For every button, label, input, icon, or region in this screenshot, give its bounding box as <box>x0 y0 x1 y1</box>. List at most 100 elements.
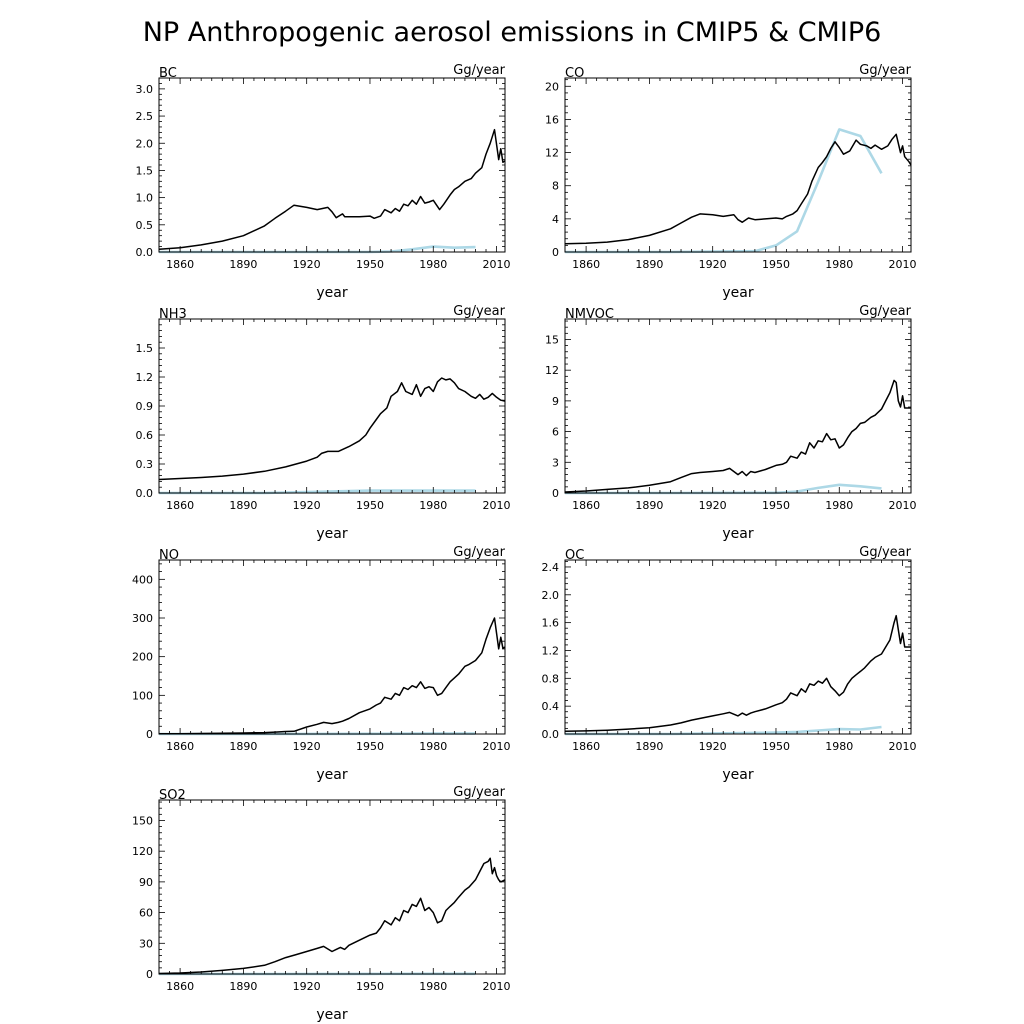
nh3-plot-frame <box>158 318 506 494</box>
panel-nh3: 1860 1890 1920 1950 1980 2010 0.0 0.3 0.6 0.9 1.2 1… <box>136 304 511 542</box>
co-cmip5-line <box>565 128 883 254</box>
bc-y-tick-label: 2.5 <box>136 110 154 123</box>
co-y-tick-label: 16 <box>545 113 559 126</box>
so2-x-tick-label: 1860 <box>166 980 194 993</box>
oc-y-tick-label: 2.0 <box>542 589 560 602</box>
so2-y-tick-label: 90 <box>139 876 153 889</box>
nmvoc-x-tick-label: 1920 <box>699 499 727 512</box>
co-x-axis-label: year <box>722 285 753 301</box>
nh3-x-tick-label: 1890 <box>229 499 257 512</box>
no-x-tick-label: 1920 <box>293 740 321 753</box>
oc-y-tick-label: 0.0 <box>542 728 560 741</box>
so2-x-tick-label: 1920 <box>293 980 321 993</box>
oc-y-tick-label: 0.8 <box>542 672 560 685</box>
no-x-tick-label: 1860 <box>166 740 194 753</box>
nh3-x-axis-label: year <box>316 526 347 542</box>
no-y-tick-label: 0 <box>146 728 153 741</box>
bc-x-tick-label: 1980 <box>419 258 447 271</box>
panel-nmvoc: 1860 1890 1920 1950 1980 2010 0 3 6 9 12 15 NMVOC Gg/… <box>545 304 917 542</box>
no-y-tick-label: 200 <box>132 651 153 664</box>
no-x-tick-label: 2010 <box>483 740 511 753</box>
co-x-tick-label: 1890 <box>635 258 663 271</box>
nmvoc-y-tick-label: 15 <box>545 333 559 346</box>
so2-cmip6-line <box>158 857 506 975</box>
panel-oc: 1860 1890 1920 1950 1980 2010 0.0 0.4 0.8 1.2 1.6 2… <box>542 545 917 783</box>
co-units-label: Gg/year <box>859 63 911 78</box>
nmvoc-x-axis-label: year <box>722 526 753 542</box>
oc-x-tick-label: 1950 <box>762 740 790 753</box>
co-x-tick-label: 1980 <box>825 258 853 271</box>
panel-no: 1860 1890 1920 1950 1980 2010 0 100 200 300 400 NO G… <box>132 545 511 783</box>
oc-y-tick-label: 2.4 <box>542 561 560 574</box>
no-x-tick-label: 1890 <box>229 740 257 753</box>
co-x-tick-label: 2010 <box>889 258 917 271</box>
nmvoc-y-tick-label: 0 <box>552 487 559 500</box>
panels: 1860 1890 1920 1950 1980 2010 0.0 0.5 1.0 1.5 2.0 2… <box>132 63 917 1023</box>
bc-y-tick-label: 1.0 <box>136 192 154 205</box>
co-y-tick-label: 4 <box>552 213 559 226</box>
co-x-tick-label: 1860 <box>572 258 600 271</box>
nmvoc-x-tick-label: 1980 <box>825 499 853 512</box>
nh3-y-tick-label: 1.5 <box>136 342 154 355</box>
nh3-y-tick-label: 0.0 <box>136 487 154 500</box>
no-x-tick-label: 1980 <box>419 740 447 753</box>
no-y-tick-label: 400 <box>132 573 153 586</box>
nmvoc-units-label: Gg/year <box>859 304 911 319</box>
nmvoc-plot-frame <box>564 318 912 494</box>
so2-y-tick-label: 30 <box>139 937 153 950</box>
oc-x-tick-label: 1980 <box>825 740 853 753</box>
co-panel-title: CO <box>565 66 584 81</box>
nmvoc-x-tick-label: 1890 <box>635 499 663 512</box>
co-y-tick-label: 0 <box>552 246 559 259</box>
so2-x-tick-label: 1890 <box>229 980 257 993</box>
oc-x-tick-label: 2010 <box>889 740 917 753</box>
bc-y-tick-label: 0.0 <box>136 246 154 259</box>
co-x-tick-label: 1920 <box>699 258 727 271</box>
nh3-y-tick-label: 0.6 <box>136 429 154 442</box>
panel-bc: 1860 1890 1920 1950 1980 2010 0.0 0.5 1.0 1.5 2.0 2… <box>136 63 511 301</box>
oc-y-tick-label: 1.6 <box>542 617 560 630</box>
bc-cmip6-line <box>158 128 506 251</box>
nmvoc-x-tick-label: 2010 <box>889 499 917 512</box>
no-y-tick-label: 300 <box>132 612 153 625</box>
bc-x-tick-label: 1950 <box>356 258 384 271</box>
so2-panel-title: SO2 <box>159 788 186 803</box>
oc-units-label: Gg/year <box>859 545 911 560</box>
oc-cmip6-line <box>564 614 911 732</box>
bc-plot-frame <box>158 77 506 253</box>
so2-x-tick-label: 1980 <box>419 980 447 993</box>
bc-panel-title: BC <box>159 66 177 81</box>
nmvoc-panel-title: NMVOC <box>565 307 614 322</box>
nmvoc-y-tick-label: 12 <box>545 364 559 377</box>
nmvoc-y-tick-label: 6 <box>552 426 559 439</box>
so2-x-tick-label: 2010 <box>483 980 511 993</box>
figure-title: NP Anthropogenic aerosol emissions in CM… <box>143 17 882 48</box>
so2-y-tick-label: 120 <box>132 845 153 858</box>
nh3-x-tick-label: 1980 <box>419 499 447 512</box>
oc-x-tick-label: 1920 <box>699 740 727 753</box>
oc-y-tick-label: 0.4 <box>542 700 560 713</box>
oc-panel-title: OC <box>565 548 584 563</box>
nh3-x-tick-label: 1950 <box>356 499 384 512</box>
no-x-tick-label: 1950 <box>356 740 384 753</box>
nh3-panel-title: NH3 <box>159 307 187 322</box>
co-x-tick-label: 1950 <box>762 258 790 271</box>
panel-co: 1860 1890 1920 1950 1980 2010 0 4 8 12 16 20 CO Gg/ye… <box>545 63 917 301</box>
so2-x-tick-label: 1950 <box>356 980 384 993</box>
nmvoc-x-tick-label: 1860 <box>572 499 600 512</box>
bc-x-tick-label: 1860 <box>166 258 194 271</box>
nh3-units-label: Gg/year <box>453 304 505 319</box>
nmvoc-y-tick-label: 9 <box>552 395 559 408</box>
co-y-tick-label: 12 <box>545 147 559 160</box>
no-y-tick-label: 100 <box>132 689 153 702</box>
nh3-cmip6-line <box>158 377 506 481</box>
panel-so2: 1860 1890 1920 1950 1980 2010 0 30 60 90 120 150 SO2… <box>132 785 511 1023</box>
nh3-y-tick-label: 0.3 <box>136 458 154 471</box>
no-cmip6-line <box>158 617 506 735</box>
bc-y-tick-label: 0.5 <box>136 219 154 232</box>
co-cmip6-line <box>564 133 912 245</box>
nh3-x-tick-label: 1860 <box>166 499 194 512</box>
nh3-y-tick-label: 1.2 <box>136 371 154 384</box>
so2-y-tick-label: 0 <box>146 968 153 981</box>
